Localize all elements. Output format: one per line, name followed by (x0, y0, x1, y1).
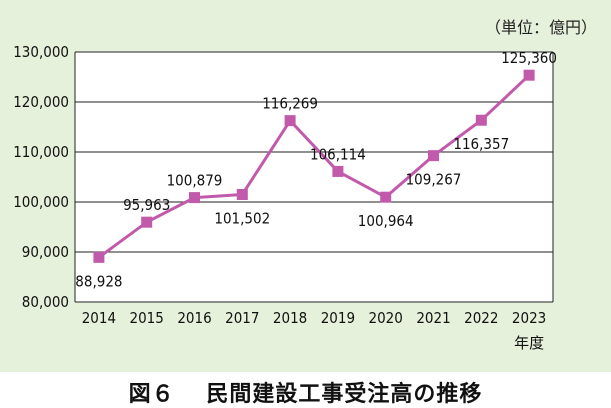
data-point-marker (189, 192, 200, 204)
x-axis-label: 年度 (514, 334, 544, 352)
data-point-marker (93, 251, 105, 263)
y-tick-label: 90,000 (22, 243, 69, 261)
data-label: 116,269 (262, 95, 318, 113)
data-label: 116,357 (453, 135, 509, 153)
x-tick-label: 2022 (464, 309, 498, 327)
x-tick-label: 2019 (321, 309, 355, 327)
y-tick-label: 130,000 (13, 43, 69, 61)
plot-area (75, 52, 553, 302)
data-point-marker (141, 216, 153, 228)
x-tick-label: 2015 (130, 309, 164, 327)
figure-caption: 図６ 民間建設工事受注高の推移 (128, 382, 483, 407)
y-tick-label: 80,000 (22, 293, 69, 311)
data-point-marker (475, 114, 487, 126)
unit-label: （単位：億円） (484, 18, 597, 37)
data-point-marker (380, 191, 392, 203)
data-label: 125,360 (501, 49, 557, 67)
data-point-marker (428, 150, 439, 162)
y-tick-label: 110,000 (13, 143, 69, 161)
x-tick-label: 2020 (369, 309, 403, 327)
x-tick-label: 2023 (512, 309, 546, 327)
data-point-marker (284, 115, 296, 127)
data-point-marker (236, 188, 248, 200)
data-label: 100,879 (167, 172, 223, 190)
data-point-marker (332, 165, 344, 177)
x-tick-label: 2017 (225, 309, 259, 327)
data-point-marker (523, 69, 535, 81)
y-tick-label: 120,000 (13, 93, 69, 111)
data-label: 106,114 (310, 145, 366, 163)
data-label: 100,964 (358, 212, 414, 230)
data-label: 101,502 (214, 209, 270, 227)
x-tick-label: 2016 (177, 309, 211, 327)
line-chart: 80,000 90,000 100,000 110,000 120,000 130,000… (13, 43, 557, 352)
series-line (98, 74, 531, 259)
y-tick-label: 100,000 (13, 193, 69, 211)
data-label: 88,928 (75, 272, 122, 290)
x-tick-label: 2021 (416, 309, 450, 327)
data-label: 109,267 (406, 171, 462, 189)
x-tick-label: 2014 (82, 309, 116, 327)
data-label: 95,963 (123, 196, 170, 214)
x-tick-label: 2018 (273, 309, 307, 327)
